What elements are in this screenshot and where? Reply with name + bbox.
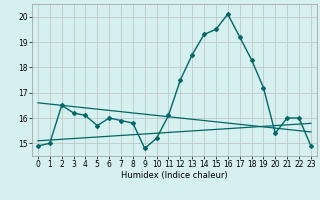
X-axis label: Humidex (Indice chaleur): Humidex (Indice chaleur) <box>121 171 228 180</box>
